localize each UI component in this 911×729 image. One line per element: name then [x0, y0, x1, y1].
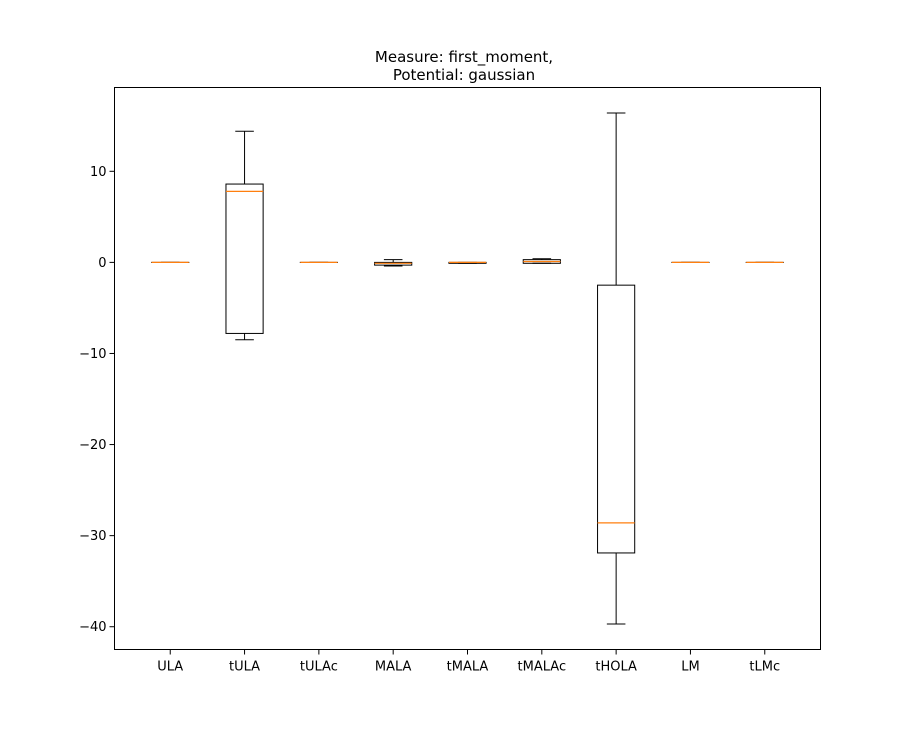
axes-frame: [114, 87, 821, 650]
x-tick-label: tLMc: [749, 660, 780, 675]
x-tick-label: tULAc: [300, 660, 338, 675]
y-tick-label: −10: [79, 347, 106, 362]
plot-area: 10 0 −10 −20 −30 −40 ULA tULA tULAc MALA tMALA tMAL…: [79, 112, 784, 675]
y-tick-label: 0: [98, 256, 106, 271]
chart-title-line-1: Measure: first_moment,: [375, 48, 553, 67]
box-tHOLA: [597, 284, 636, 554]
x-tick-label: MALA: [375, 660, 412, 675]
y-tick-label: 10: [90, 165, 107, 180]
x-tick-label: tMALAc: [518, 660, 567, 675]
y-tick-label: −40: [79, 620, 106, 635]
y-tick-label: −30: [79, 529, 106, 544]
x-tick-label: ULA: [157, 660, 183, 675]
x-tick-label: tULA: [229, 660, 260, 675]
x-tick-label: tHOLA: [595, 660, 637, 675]
x-tick-label: tMALA: [447, 660, 489, 675]
chart-title-line-2: Potential: gaussian: [393, 66, 535, 84]
y-tick-label: −20: [79, 438, 106, 453]
x-tick-label: LM: [681, 660, 699, 675]
box-tULA: [225, 183, 264, 334]
